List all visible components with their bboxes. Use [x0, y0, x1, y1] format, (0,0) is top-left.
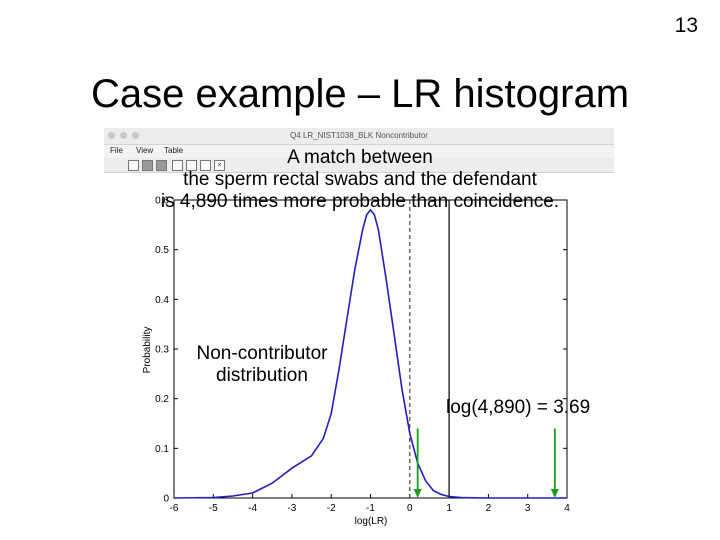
menu-table[interactable]: Table [164, 146, 184, 155]
x-tick-label: -1 [366, 503, 375, 514]
noncontributor-density-curve [173, 208, 567, 499]
x-tick-label: -6 [170, 503, 179, 514]
zoom-icon[interactable] [186, 160, 197, 171]
window-titlebar: Q4 LR_NIST1038_BLK Noncontributor [104, 128, 614, 145]
x-tick-label: -5 [209, 503, 218, 514]
y-tick-label: 0.2 [155, 394, 169, 405]
y-tick-label: 0.1 [155, 444, 169, 455]
y-tick-label: 0 [163, 494, 169, 505]
x-tick-label: -3 [287, 503, 296, 514]
y-tick-label: 0.3 [155, 345, 169, 356]
close-icon[interactable]: × [214, 160, 225, 171]
zoom-window-button[interactable] [132, 132, 140, 139]
x-tick-label: 1 [446, 503, 452, 514]
menu-file[interactable]: File [110, 146, 123, 155]
x-tick-label: 3 [525, 503, 531, 514]
x-tick-label: 4 [564, 503, 570, 514]
figure-window: Q4 LR_NIST1038_BLK Noncontributor File V… [104, 128, 614, 540]
close-window-button[interactable] [108, 132, 115, 139]
save-icon[interactable] [156, 160, 167, 171]
lr-arrow-head [413, 489, 422, 498]
x-tick-label: -4 [248, 503, 257, 514]
window-title: Q4 LR_NIST1038_BLK Noncontributor [290, 131, 428, 140]
pan-icon[interactable] [200, 160, 211, 171]
new-file-icon[interactable] [128, 160, 139, 171]
print-icon[interactable] [172, 160, 183, 171]
lr-arrow-head [550, 489, 559, 498]
noncontributor-line2: distribution [216, 365, 308, 386]
y-tick-label: 0.5 [155, 245, 169, 256]
minimize-window-button[interactable] [120, 132, 128, 139]
y-axis-label: Probability [142, 327, 153, 374]
log-value-annotation: log(4,890) = 3.69 [446, 397, 591, 418]
y-axis-ticks: 0 0.1 0.2 0.3 0.4 0.5 0.6 [155, 196, 567, 505]
slide-title: Case example – LR histogram [90, 72, 630, 116]
reference-lines [409, 200, 450, 498]
slide-number: 13 [674, 14, 698, 37]
menu-view[interactable]: View [136, 146, 154, 155]
noncontributor-annotation: Non-contributor distribution [172, 343, 352, 387]
y-tick-label: 0.4 [155, 295, 169, 306]
y-tick-label: 0.6 [155, 196, 169, 207]
menu-bar: File View Table [104, 145, 614, 158]
open-icon[interactable] [142, 160, 153, 171]
x-tick-label: 0 [407, 503, 413, 514]
match-annotation: A match between the sperm rectal swabs a… [90, 147, 630, 213]
x-axis-label: log(LR) [355, 516, 388, 527]
match-annotation-line2: the sperm rectal swabs and the defendant [183, 169, 537, 190]
x-tick-label: -2 [327, 503, 336, 514]
x-axis-ticks: -6 -5 -4 -3 -2 -1 0 1 2 3 4 [170, 494, 570, 514]
toolbar: × [104, 158, 614, 173]
noncontributor-line1: Non-contributor [196, 343, 328, 364]
match-annotation-line1: A match between [287, 147, 433, 168]
x-tick-label: 2 [486, 503, 492, 514]
match-annotation-line3: is 4,890 times more probable than coinci… [160, 191, 560, 212]
lr-arrows [413, 428, 559, 498]
